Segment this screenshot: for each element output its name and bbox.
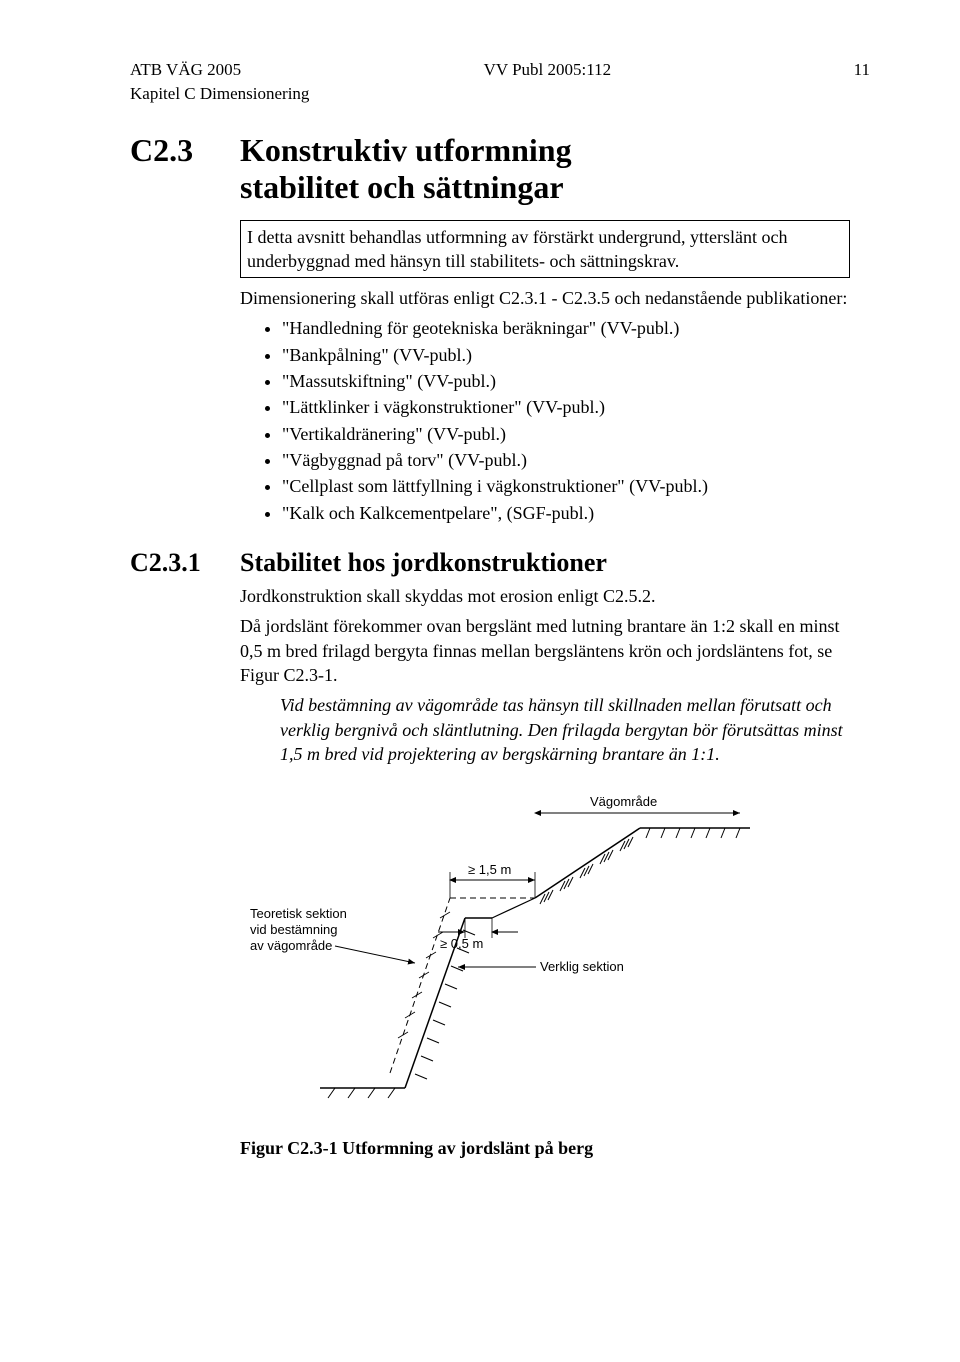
list-item: "Bankpålning" (VV-publ.) [282, 343, 850, 367]
section-c2-3-heading: C2.3 Konstruktiv utformning stabilitet o… [130, 132, 870, 206]
header-subtitle: Kapitel C Dimensionering [130, 84, 870, 104]
figure-caption: Figur C2.3-1 Utformning av jordslänt på … [240, 1136, 850, 1160]
section-number: C2.3 [130, 132, 240, 169]
paragraph: Jordkonstruktion skall skyddas mot erosi… [240, 584, 850, 608]
label-teoretisk-3: av vägområde [250, 938, 332, 953]
paragraph: Då jordslänt förekommer ovan bergslänt m… [240, 614, 850, 687]
section-title: Stabilitet hos jordkonstruktioner [240, 547, 607, 578]
section-number: C2.3.1 [130, 547, 240, 578]
section-title: Konstruktiv utformning stabilitet och sä… [240, 132, 572, 206]
svg-text:≥ 0,5 m: ≥ 0,5 m [440, 936, 483, 951]
list-item: "Handledning för geotekniska beräkningar… [282, 316, 850, 340]
header-center: VV Publ 2005:112 [484, 60, 612, 80]
boxed-paragraph: I detta avsnitt behandlas utformning av … [240, 220, 850, 279]
svg-text:≥ 1,5 m: ≥ 1,5 m [468, 862, 511, 877]
page-header: ATB VÄG 2005 VV Publ 2005:112 11 [130, 60, 870, 80]
list-item: "Lättklinker i vägkonstruktioner" (VV-pu… [282, 395, 850, 419]
section-c2-3-1-heading: C2.3.1 Stabilitet hos jordkonstruktioner [130, 547, 870, 578]
italic-note: Vid bestämning av vägområde tas hänsyn t… [280, 693, 850, 766]
list-item: "Cellplast som lättfyllning i vägkonstru… [282, 474, 850, 498]
intro-paragraph: Dimensionering skall utföras enligt C2.3… [240, 286, 850, 310]
list-item: "Massutskiftning" (VV-publ.) [282, 369, 850, 393]
header-left: ATB VÄG 2005 [130, 60, 241, 80]
label-verklig: Verklig sektion [540, 959, 624, 974]
label-teoretisk-1: Teoretisk sektion [250, 906, 347, 921]
figure-c2-3-1: Vägområde [240, 788, 850, 1124]
header-page-number: 11 [854, 60, 870, 80]
list-item: "Vertikaldränering" (VV-publ.) [282, 422, 850, 446]
section-c2-3-1-body: Jordkonstruktion skall skyddas mot erosi… [240, 584, 850, 1161]
list-item: "Vägbyggnad på torv" (VV-publ.) [282, 448, 850, 472]
publication-list: "Handledning för geotekniska beräkningar… [240, 316, 850, 524]
section-c2-3-body: I detta avsnitt behandlas utformning av … [240, 220, 850, 525]
list-item: "Kalk och Kalkcementpelare", (SGF-publ.) [282, 501, 850, 525]
label-teoretisk-2: vid bestämning [250, 922, 337, 937]
label-vagomrade: Vägområde [590, 794, 657, 809]
slope-diagram-svg: Vägområde [240, 788, 800, 1118]
